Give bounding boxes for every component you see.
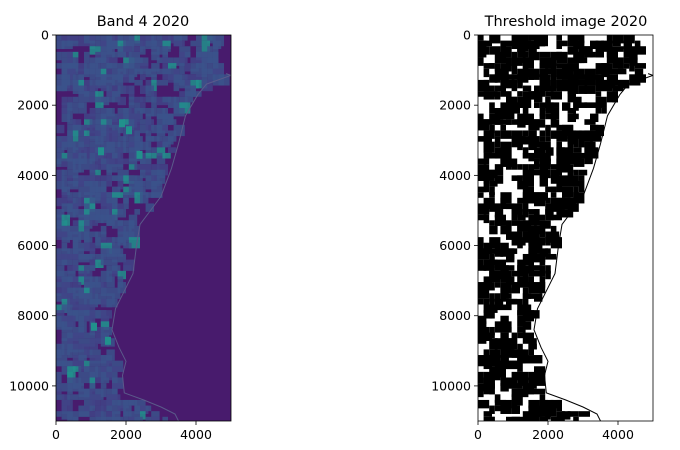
band4-title: Band 4 2020 xyxy=(97,14,190,30)
y-tick-label: 2000 xyxy=(17,98,49,113)
y-tick-label: 8000 xyxy=(17,308,49,323)
y-tick-label: 0 xyxy=(41,28,49,43)
threshold-axes: 0 2000 4000 6000 8000 10000 0 2000 4000 xyxy=(431,28,654,442)
river-line xyxy=(533,73,653,421)
river-line xyxy=(111,73,231,421)
x-tick-label: 0 xyxy=(474,427,482,442)
field-patches xyxy=(478,35,646,421)
threshold-title: Threshold image 2020 xyxy=(484,14,648,30)
y-tick-label: 2000 xyxy=(439,98,471,113)
x-tick-label: 4000 xyxy=(180,427,212,442)
axes-frame xyxy=(477,34,654,422)
band4-panel: Band 4 2020 0 2000 4000 6000 8000 10000 0 2000 4… xyxy=(9,14,232,442)
band4-image xyxy=(56,35,231,421)
x-tick-label: 2000 xyxy=(110,427,142,442)
y-tick-label: 4000 xyxy=(17,168,49,183)
band4-axes: 0 2000 4000 6000 8000 10000 0 2000 4000 xyxy=(9,28,232,442)
y-tick-label: 6000 xyxy=(17,238,49,253)
y-tick-label: 0 xyxy=(463,28,471,43)
axes-frame xyxy=(55,34,232,422)
x-tick-label: 0 xyxy=(52,427,60,442)
y-tick-label: 10000 xyxy=(9,378,49,393)
y-tick-label: 4000 xyxy=(439,168,471,183)
y-tick-label: 6000 xyxy=(439,238,471,253)
threshold-panel: Threshold image 2020 0 2000 4000 6000 8000 10… xyxy=(431,14,654,442)
x-tick-label: 2000 xyxy=(532,427,564,442)
threshold-image xyxy=(478,35,653,421)
bright-cluster xyxy=(91,119,143,345)
x-tick-label: 4000 xyxy=(602,427,634,442)
y-tick-label: 10000 xyxy=(431,378,471,393)
y-tick-label: 8000 xyxy=(439,308,471,323)
